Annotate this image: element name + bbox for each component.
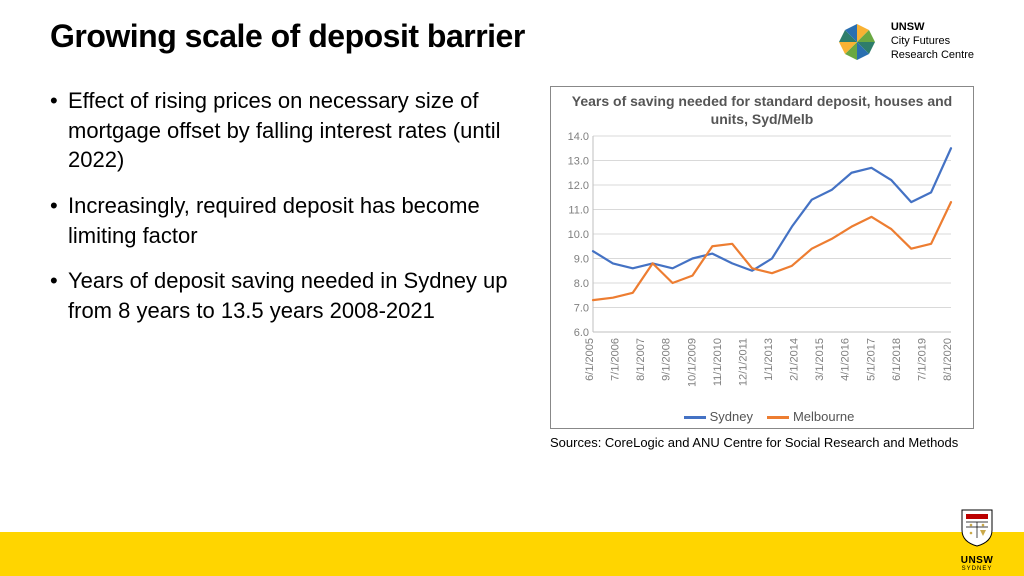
logo-line1: UNSW <box>891 21 974 35</box>
svg-text:8.0: 8.0 <box>574 278 589 290</box>
list-item: Years of deposit saving needed in Sydney… <box>50 266 530 325</box>
svg-text:9/1/2008: 9/1/2008 <box>661 338 673 381</box>
legend-label: Sydney <box>710 409 753 424</box>
shield-icon <box>960 508 994 548</box>
svg-text:2/1/2014: 2/1/2014 <box>789 338 801 381</box>
chart-title: Years of saving needed for standard depo… <box>559 93 965 128</box>
list-item: Effect of rising prices on necessary siz… <box>50 86 530 175</box>
svg-text:7/1/2019: 7/1/2019 <box>916 338 928 381</box>
chart-column: Years of saving needed for standard depo… <box>550 86 974 452</box>
svg-text:5/1/2017: 5/1/2017 <box>865 338 877 381</box>
svg-text:6/1/2005: 6/1/2005 <box>584 338 596 381</box>
svg-text:14.0: 14.0 <box>568 132 589 143</box>
pinwheel-icon <box>833 18 881 66</box>
footer-bar <box>0 532 1024 576</box>
header: Growing scale of deposit barrier UNSW Ci… <box>0 0 1024 76</box>
logo-text: UNSW City Futures Research Centre <box>891 21 974 62</box>
chart-sources: Sources: CoreLogic and ANU Centre for So… <box>550 435 974 452</box>
svg-text:3/1/2015: 3/1/2015 <box>814 338 826 381</box>
svg-text:4/1/2016: 4/1/2016 <box>840 338 852 381</box>
svg-text:9.0: 9.0 <box>574 254 589 266</box>
list-item: Increasingly, required deposit has becom… <box>50 191 530 250</box>
svg-text:8/1/2007: 8/1/2007 <box>635 338 647 381</box>
svg-text:12.0: 12.0 <box>568 180 589 192</box>
svg-text:7.0: 7.0 <box>574 303 589 315</box>
legend-label: Melbourne <box>793 409 854 424</box>
svg-text:11.0: 11.0 <box>568 205 589 217</box>
svg-text:10/1/2009: 10/1/2009 <box>686 338 698 387</box>
line-chart: 6.0 7.0 8.0 9.0 10.0 11.0 12.0 13.0 14.0 6/1/2005… <box>559 132 959 402</box>
svg-text:10.0: 10.0 <box>568 229 589 241</box>
cfrc-logo: UNSW City Futures Research Centre <box>833 18 974 66</box>
svg-text:13.0: 13.0 <box>568 156 589 168</box>
badge-sub: SYDNEY <box>960 566 994 572</box>
svg-text:12/1/2011: 12/1/2011 <box>737 338 749 386</box>
slide: Growing scale of deposit barrier UNSW Ci… <box>0 0 1024 576</box>
content-row: Effect of rising prices on necessary siz… <box>0 76 1024 452</box>
bullet-list: Effect of rising prices on necessary siz… <box>50 86 530 452</box>
unsw-badge: UNSW SYDNEY <box>960 508 994 572</box>
svg-text:1/1/2013: 1/1/2013 <box>763 338 775 381</box>
svg-text:6/1/2018: 6/1/2018 <box>891 338 903 381</box>
svg-text:6.0: 6.0 <box>574 327 589 339</box>
logo-line3: Research Centre <box>891 49 974 63</box>
page-title: Growing scale of deposit barrier <box>50 18 525 55</box>
chart-legend: Sydney Melbourne <box>559 409 965 424</box>
chart-box: Years of saving needed for standard depo… <box>550 86 974 429</box>
svg-text:8/1/2020: 8/1/2020 <box>942 338 954 381</box>
svg-text:11/1/2010: 11/1/2010 <box>712 338 724 386</box>
logo-line2: City Futures <box>891 35 974 49</box>
svg-text:7/1/2006: 7/1/2006 <box>610 338 622 381</box>
badge-label: UNSW <box>960 555 994 566</box>
